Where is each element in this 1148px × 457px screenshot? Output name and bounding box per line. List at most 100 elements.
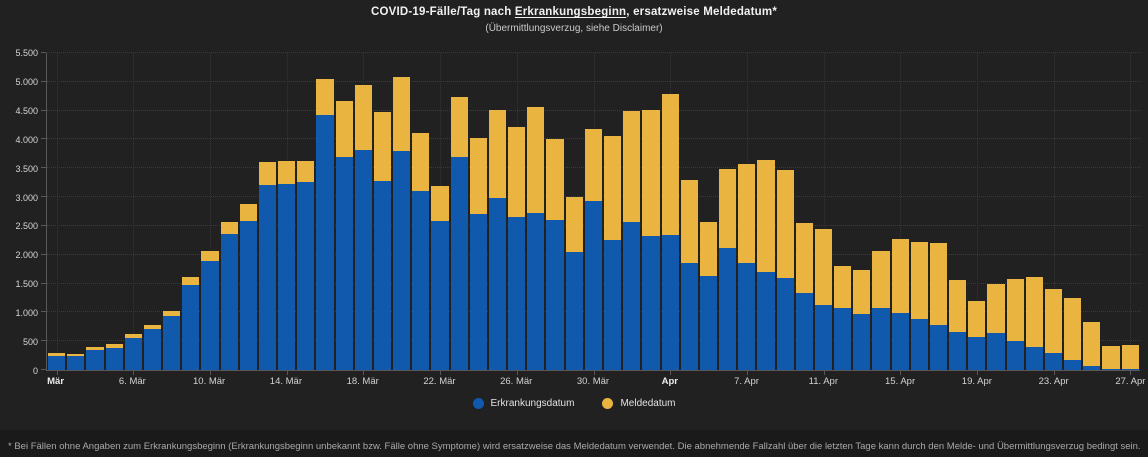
bar-column[interactable]	[296, 53, 315, 370]
x-axis-tick	[516, 371, 518, 375]
bar-column[interactable]	[488, 53, 507, 370]
x-axis-label: 22. Mär	[423, 376, 456, 387]
bar-column[interactable]	[737, 53, 756, 370]
meldedatum-segment	[105, 344, 123, 348]
meldedatum-segment	[48, 352, 66, 356]
erkrankungsdatum-segment	[1025, 346, 1043, 370]
bar-column[interactable]	[450, 53, 469, 370]
meldedatum-segment	[680, 179, 698, 263]
legend-item-meldedatum[interactable]: Meldedatum	[602, 398, 675, 409]
bar-column[interactable]	[277, 53, 296, 370]
erkrankungsdatum-segment	[1102, 368, 1120, 370]
erkrankungsdatum-segment	[124, 338, 142, 370]
bar-column[interactable]	[565, 53, 584, 370]
bar-column[interactable]	[258, 53, 277, 370]
bar-column[interactable]	[1082, 53, 1101, 370]
bar-column[interactable]	[392, 53, 411, 370]
bar-column[interactable]	[948, 53, 967, 370]
erkrankungsdatum-segment	[546, 219, 564, 370]
bar-column[interactable]	[507, 53, 526, 370]
bar-column[interactable]	[699, 53, 718, 370]
legend-item-erkrankungsdatum[interactable]: Erkrankungsdatum	[472, 398, 574, 409]
bar-column[interactable]	[335, 53, 354, 370]
y-axis-label: 3.000	[15, 192, 38, 203]
bar-column[interactable]	[776, 53, 795, 370]
erkrankungsdatum-segment	[1121, 369, 1139, 370]
meldedatum-segment	[603, 136, 622, 241]
bar-column[interactable]	[105, 53, 124, 370]
erkrankungsdatum-segment	[795, 293, 813, 370]
bar-column[interactable]	[833, 53, 852, 370]
erkrankungsdatum-segment	[335, 156, 353, 370]
y-axis-label: 1.500	[15, 279, 38, 290]
bar-column[interactable]	[1025, 53, 1044, 370]
erkrankungsdatum-segment	[929, 325, 948, 370]
erkrankungsdatum-segment	[565, 251, 583, 370]
meldedatum-segment	[508, 126, 526, 218]
meldedatum-segment	[201, 251, 219, 261]
bar-column[interactable]	[315, 53, 334, 370]
bar-column[interactable]	[584, 53, 603, 370]
bar-column[interactable]	[47, 53, 66, 370]
x-axis-tick	[133, 371, 135, 375]
bar-column[interactable]	[603, 53, 622, 370]
meldedatum-color-dot	[602, 398, 614, 409]
bar-column[interactable]	[66, 53, 85, 370]
x-axis-tick	[746, 371, 748, 375]
x-axis-label: 26. Mär	[500, 376, 533, 387]
x-axis-label: 15. Apr	[885, 376, 916, 387]
meldedatum-segment	[412, 132, 430, 192]
bar-column[interactable]	[162, 53, 181, 370]
bar-column[interactable]	[967, 53, 986, 370]
erkrankungsdatum-segment	[968, 336, 986, 370]
bar-column[interactable]	[545, 53, 564, 370]
bar-column[interactable]	[200, 53, 219, 370]
bar-column[interactable]	[718, 53, 737, 370]
bar-column[interactable]	[871, 53, 890, 370]
bar-column[interactable]	[852, 53, 871, 370]
x-axis-tick	[209, 371, 211, 375]
bar-column[interactable]	[680, 53, 699, 370]
meldedatum-segment	[354, 85, 372, 150]
meldedatum-segment	[335, 100, 353, 157]
bar-column[interactable]	[986, 53, 1005, 370]
bar-column[interactable]	[910, 53, 929, 370]
bar-column[interactable]	[411, 53, 430, 370]
x-axis-tick	[823, 371, 825, 375]
erkrankungsdatum-segment	[757, 272, 775, 370]
bar-column[interactable]	[891, 53, 910, 370]
bar-column[interactable]	[469, 53, 488, 370]
bar-column[interactable]	[929, 53, 948, 370]
bar-column[interactable]	[814, 53, 833, 370]
bar-column[interactable]	[795, 53, 814, 370]
bar-column[interactable]	[661, 53, 680, 370]
bar-column[interactable]	[756, 53, 775, 370]
meldedatum-segment	[488, 109, 507, 198]
bar-column[interactable]	[1101, 53, 1120, 370]
meldedatum-segment	[1006, 279, 1024, 341]
bar-column[interactable]	[220, 53, 239, 370]
bar-column[interactable]	[1044, 53, 1063, 370]
bar-column[interactable]	[181, 53, 200, 370]
bar-column[interactable]	[124, 53, 143, 370]
bar-column[interactable]	[622, 53, 641, 370]
bar-column[interactable]	[1121, 53, 1140, 370]
bar-column[interactable]	[1063, 53, 1082, 370]
erkrankungsdatum-segment	[373, 180, 392, 370]
meldedatum-segment	[661, 93, 679, 235]
erkrankungsdatum-segment	[393, 150, 411, 370]
bar-column[interactable]	[354, 53, 373, 370]
erkrankungsdatum-segment	[623, 221, 641, 370]
erkrankungsdatum-segment	[469, 214, 487, 370]
bar-column[interactable]	[1006, 53, 1025, 370]
erkrankungsdatum-segment	[316, 115, 334, 370]
bar-column[interactable]	[641, 53, 660, 370]
meldedatum-segment	[278, 161, 296, 185]
bar-column[interactable]	[526, 53, 545, 370]
bar-column[interactable]	[143, 53, 162, 370]
bar-column[interactable]	[373, 53, 392, 370]
meldedatum-segment	[757, 160, 775, 273]
bar-column[interactable]	[430, 53, 449, 370]
bar-column[interactable]	[239, 53, 258, 370]
bar-column[interactable]	[85, 53, 104, 370]
